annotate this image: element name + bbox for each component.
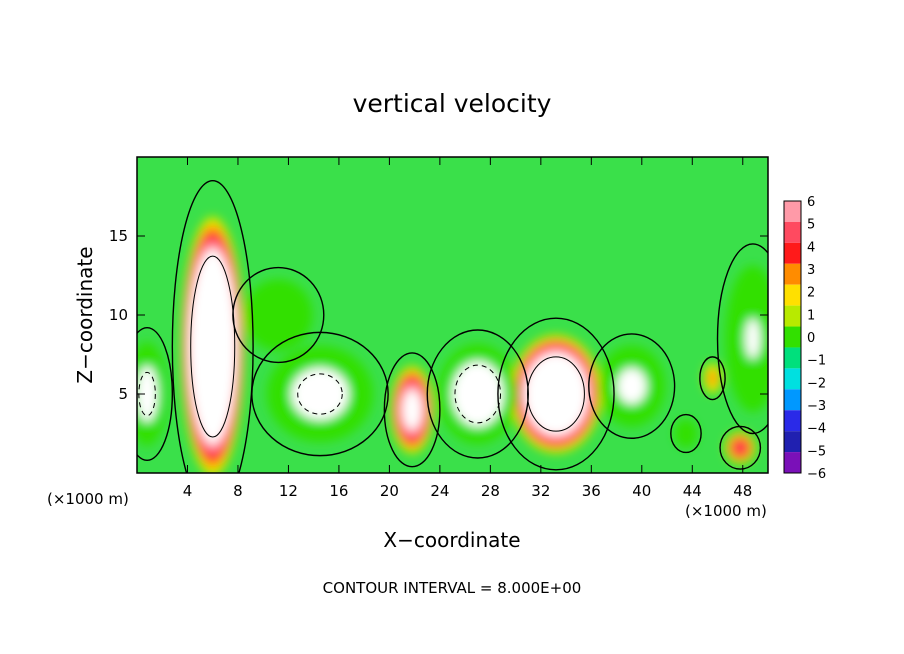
contour-line [137, 326, 174, 462]
contour-line [716, 243, 768, 435]
field-band [546, 381, 566, 407]
field-band [406, 398, 418, 422]
contour-line [588, 333, 676, 439]
x-tick-label: 8 [233, 482, 243, 500]
downdraft-cell [598, 345, 665, 427]
colorbar-swatch [784, 242, 801, 264]
colorbar-swatch [784, 221, 801, 243]
colorbar-tick-label: −3 [807, 399, 826, 414]
colorbar-swatch [784, 431, 801, 453]
y-axis-ticks: 5 10 15 [109, 227, 768, 403]
colorbar-tick-label: 3 [807, 263, 815, 278]
field-band [735, 442, 746, 454]
colorbar-tick-label: −4 [807, 422, 826, 437]
z-units-label: (×1000 m) [47, 490, 129, 508]
downdraft-cell [267, 346, 373, 442]
downdraft-cell [674, 419, 698, 448]
downdraft-cell [244, 279, 313, 351]
updraft-cell [724, 431, 756, 464]
colorbar-tick-label: 6 [807, 195, 815, 210]
y-tick-label: 10 [109, 306, 128, 324]
updraft-cell [510, 334, 602, 454]
contour-line [232, 266, 325, 364]
y-tick-label: 15 [109, 227, 128, 245]
colorbar-tick-label: 4 [807, 240, 815, 255]
colorbar-tick-label: −1 [807, 354, 826, 369]
x-axis-ticks: 4 8 12 16 20 24 28 32 36 40 44 48 [183, 157, 752, 500]
x-units-label: (×1000 m) [685, 502, 767, 520]
colorbar-tick-label: −6 [807, 467, 826, 482]
colorbar-tick-label: 2 [807, 286, 815, 301]
contour-line [297, 373, 343, 415]
x-tick-label: 44 [683, 482, 702, 500]
x-tick-label: 48 [733, 482, 752, 500]
x-tick-label: 4 [183, 482, 193, 500]
colorbar-swatch [784, 201, 801, 222]
downdraft-cell [725, 265, 768, 412]
x-tick-label: 24 [430, 482, 449, 500]
contour-line [426, 329, 529, 459]
colorbar-swatch [784, 263, 801, 285]
colorbar-frame [783, 200, 802, 474]
field-band [142, 381, 152, 407]
contour-lines [137, 180, 768, 473]
downdraft-cell [438, 343, 518, 445]
contour-line [190, 255, 236, 438]
colorbar-tick-label: 5 [807, 218, 815, 233]
contour-line [251, 331, 389, 457]
contour-interval-note: CONTOUR INTERVAL = 8.000E+00 [323, 579, 582, 597]
colorbar-swatch [784, 452, 801, 473]
colorbar-tick-label: −5 [807, 444, 826, 459]
field-band [469, 383, 487, 405]
downdraft-cell [137, 342, 167, 446]
field-band [682, 428, 690, 439]
colorbar-swatch [784, 347, 801, 369]
y-axis-label: Z−coordinate [73, 246, 97, 383]
colorbar-swatch [784, 305, 801, 327]
field-shading [137, 216, 768, 473]
field-band [623, 375, 641, 397]
x-tick-label: 40 [632, 482, 651, 500]
contour-line [454, 364, 502, 424]
updraft-cell [390, 365, 434, 454]
contour-line [670, 413, 702, 454]
x-axis-label: X−coordinate [383, 528, 520, 552]
y-tick-label: 5 [118, 385, 128, 403]
colorbar-swatch [784, 368, 801, 390]
contour-line [171, 180, 254, 473]
velocity-field [137, 157, 768, 473]
updraft-cell [703, 362, 722, 394]
field-band [307, 382, 333, 406]
colorbar-swatch [784, 284, 801, 306]
colorbar: 6 5 4 3 2 1 0 −1 −2 −3 −4 −5 −6 [783, 195, 826, 482]
colorbar-tick-label: 0 [807, 331, 815, 346]
colorbar-tick-label: −2 [807, 376, 826, 391]
colorbar-tick-label: 1 [807, 308, 815, 323]
contour-line [699, 356, 726, 401]
x-tick-label: 36 [582, 482, 601, 500]
contour-line [383, 352, 441, 468]
x-tick-label: 32 [531, 482, 550, 500]
field-band [745, 318, 761, 359]
contour-line [719, 425, 762, 470]
chart-title: vertical velocity [353, 89, 552, 118]
field-band [708, 371, 717, 386]
colorbar-swatch [784, 326, 801, 348]
contour-line [497, 317, 615, 471]
colorbar-swatch [784, 410, 801, 432]
updraft-cell [181, 216, 245, 473]
x-tick-label: 20 [380, 482, 399, 500]
x-tick-label: 28 [481, 482, 500, 500]
field-band [206, 321, 219, 372]
field-band [265, 301, 292, 329]
x-tick-label: 16 [329, 482, 348, 500]
x-tick-label: 12 [279, 482, 298, 500]
colorbar-swatch [784, 389, 801, 411]
